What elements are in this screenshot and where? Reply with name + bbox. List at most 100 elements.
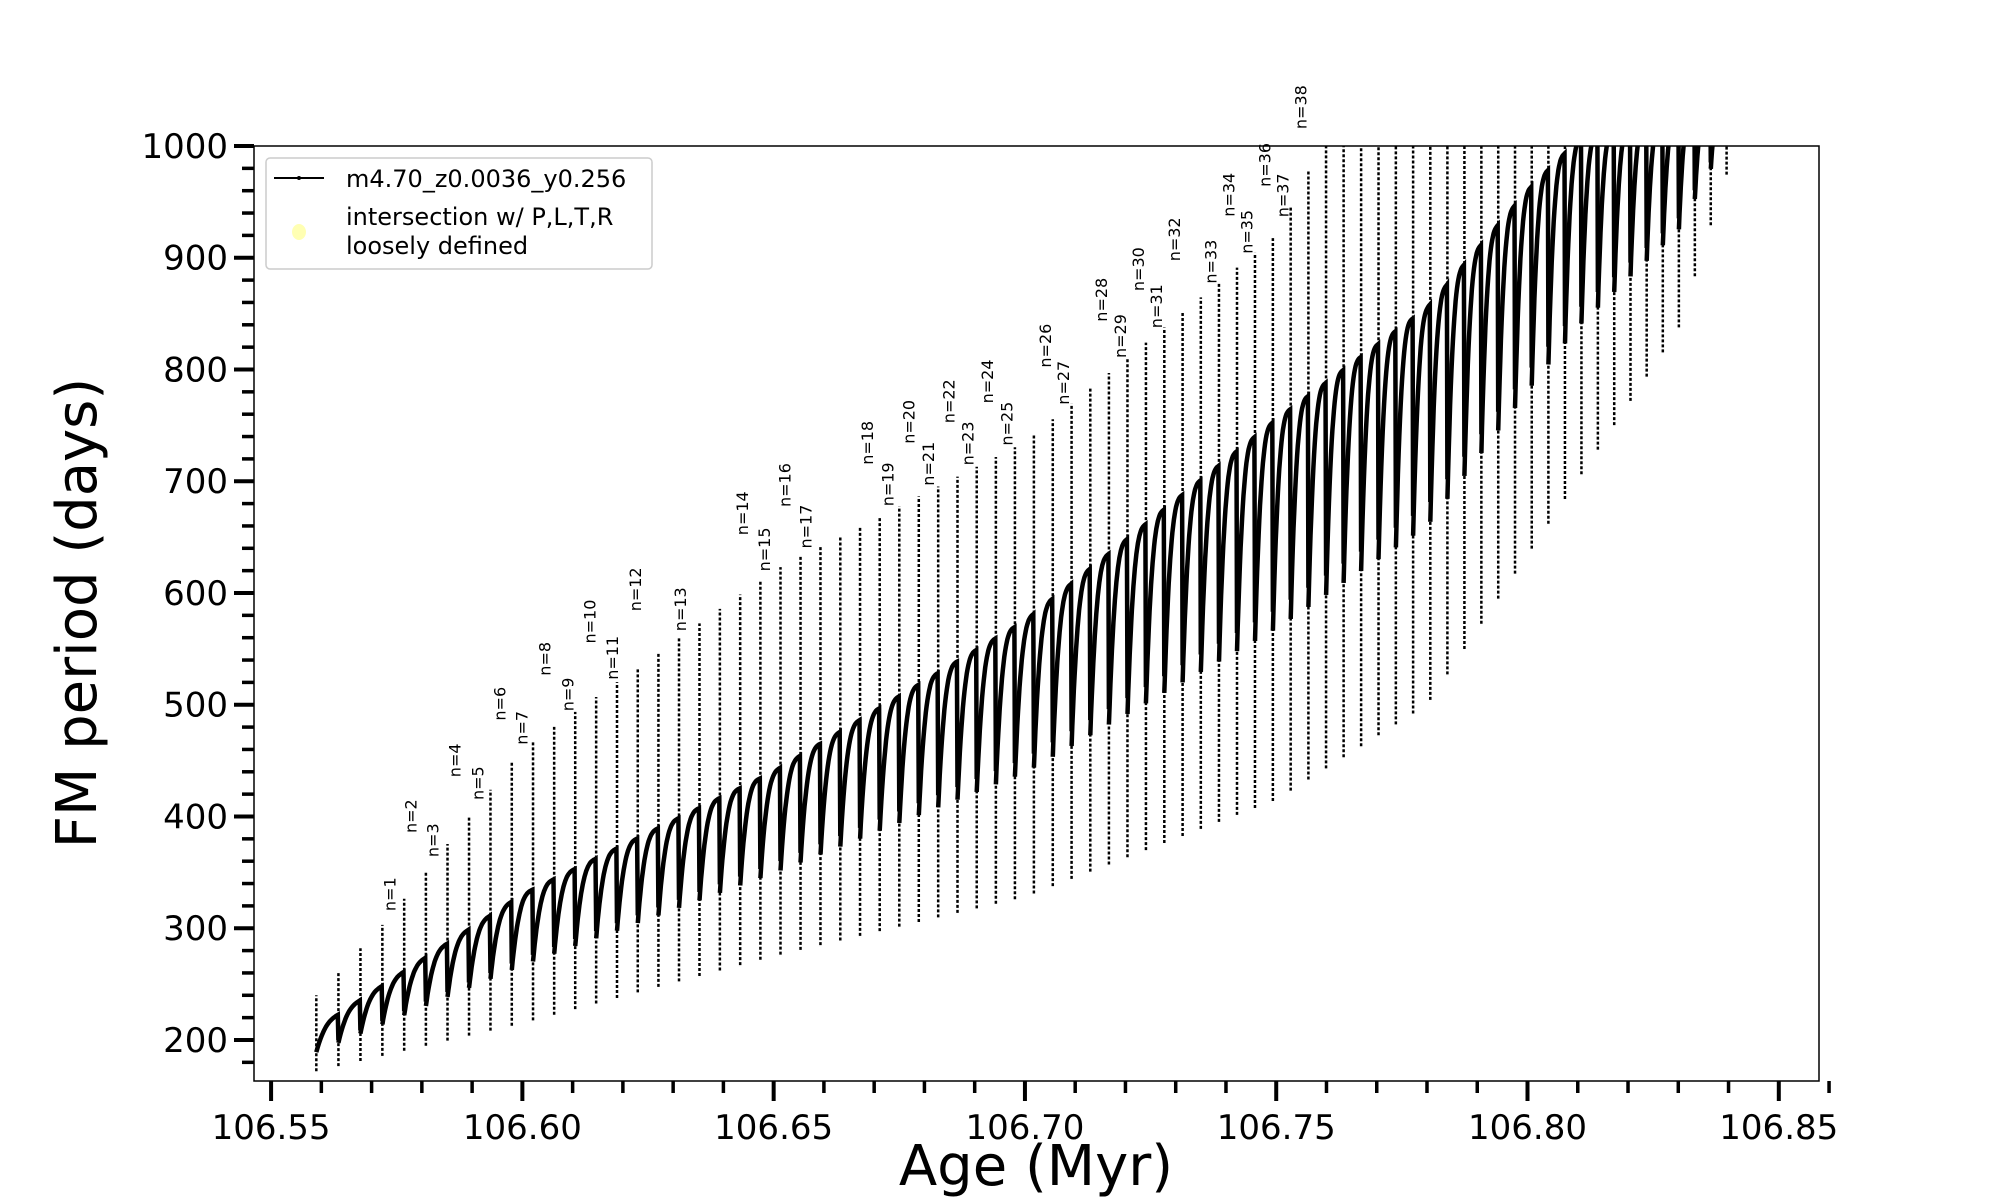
- pulse-cycle-curve: [635, 824, 661, 924]
- pulse-cycle-curve: [955, 646, 979, 800]
- pulse-cycle-curve: [1692, 146, 1714, 200]
- pulse-number-label: n=31: [1147, 284, 1166, 328]
- pulse-cycle-curve: [1595, 146, 1617, 308]
- y-axis-label: FM period (days): [45, 378, 110, 848]
- pulse-number-label: n=21: [919, 442, 938, 486]
- x-axis-label: Age (Myr): [899, 1134, 1173, 1199]
- pulse-cycle-curve: [1376, 327, 1399, 560]
- pulse-number-label: n=23: [959, 421, 978, 465]
- legend-label-intersection-2: loosely defined: [346, 232, 528, 260]
- annotation-layer: n=1 n=2n=3 n=4n=5 n=6n=7 n=8n=9 n=10n=11 n=12 n…: [381, 85, 1311, 911]
- pulse-cycle-curve: [737, 774, 763, 886]
- pulse-number-label: n=24: [978, 359, 997, 403]
- pulse-cycle-curve: [1644, 146, 1666, 261]
- pulse-cycle-curve: [1479, 219, 1501, 454]
- pulse-cycle-curve: [1727, 90, 1742, 138]
- y-tick-label: 700: [163, 462, 228, 502]
- legend: m4.70_z0.0036_y0.256 intersection w/ P,L…: [265, 157, 653, 270]
- pulse-cycle-curve: [488, 897, 515, 980]
- pulse-number-label: n=1: [381, 877, 400, 911]
- pulse-cycle-curve: [897, 680, 922, 824]
- legend-line-marker: [297, 176, 301, 180]
- pulse-cycle-curve: [1069, 564, 1093, 747]
- pulse-cycle-curve: [1445, 259, 1467, 499]
- pulse-cycle-curve: [656, 814, 682, 916]
- pulse-cycle-curve: [1323, 365, 1346, 595]
- pulse-cycle-curve: [423, 940, 450, 1007]
- pulse-cycle-curve: [838, 716, 863, 847]
- pulse-cycle-curve: [509, 886, 536, 971]
- pulse-cycle-curve: [380, 968, 407, 1025]
- pulse-cycle-curve: [1708, 146, 1715, 169]
- pulse-number-label: n=18: [858, 421, 877, 465]
- pulse-cycle-curve: [1611, 146, 1633, 293]
- pulse-cycle-curve: [1180, 476, 1204, 683]
- pulse-cycle-curve: [1676, 146, 1698, 230]
- pulse-cycle-curve: [1529, 164, 1551, 386]
- pulse-cycle-curve: [530, 875, 557, 962]
- pulse-number-label: n=16: [776, 463, 795, 507]
- axes-layer: 106.55 106.60 106.65 106.70 106.75 106.80 106.…: [141, 127, 1838, 1148]
- pulse-number-label: n=25: [997, 402, 1016, 446]
- pulse-number-label: n=7: [512, 711, 531, 745]
- legend-box: [265, 157, 653, 270]
- pulse-number-label: n=12: [626, 567, 645, 611]
- pulse-number-label: n=32: [1165, 217, 1184, 261]
- pulse-number-label: n=26: [1036, 324, 1055, 368]
- pulse-number-label: n=37: [1273, 173, 1292, 217]
- pulse-number-label: n=5: [469, 766, 488, 800]
- y-tick-label: 300: [163, 909, 228, 949]
- pulse-number-label: n=13: [671, 587, 690, 631]
- pulse-cycle-curve: [1306, 378, 1329, 607]
- pulse-cycle-curve: [401, 953, 429, 1016]
- pulse-cycle-curve: [857, 704, 882, 839]
- pulse-cycle-curve: [778, 751, 803, 871]
- pulse-cycle-curve: [1579, 146, 1601, 324]
- pulse-number-label: n=2: [401, 799, 420, 833]
- y-tick-label: 900: [163, 239, 228, 279]
- pulse-cycle-curve: [1125, 520, 1149, 715]
- y-tick-label: 200: [163, 1021, 228, 1061]
- pulse-cycle-curve: [551, 865, 578, 954]
- pulse-cycle-curve: [717, 785, 743, 894]
- pulse-cycle-curve: [1393, 314, 1416, 548]
- pulse-cycle-curve: [314, 1011, 341, 1053]
- pulse-cycle-curve: [1088, 549, 1112, 736]
- pulse-number-label: n=27: [1054, 361, 1073, 405]
- pulse-cycle-curve: [1012, 609, 1037, 777]
- x-tick-label: 106.80: [1468, 1108, 1587, 1148]
- pulse-number-label: n=29: [1111, 314, 1130, 358]
- y-tick-label: 500: [163, 686, 228, 726]
- pulse-cycle-curve: [614, 834, 641, 931]
- pulse-number-label: n=30: [1129, 247, 1148, 291]
- pulse-cycle-curve: [1628, 146, 1649, 277]
- pulse-cycle-curve: [1546, 148, 1568, 365]
- x-tick-label: 106.75: [1217, 1108, 1336, 1148]
- pulse-cycle-curve: [697, 794, 723, 901]
- pulse-number-label: n=17: [796, 505, 815, 549]
- pulse-cycle-curve: [1341, 352, 1364, 583]
- y-tick-label: 1000: [141, 127, 228, 167]
- pulse-number-label: n=10: [581, 600, 600, 644]
- pulse-cycle-curve: [1428, 278, 1450, 522]
- pulse-number-label: n=19: [879, 462, 898, 506]
- pulse-number-label: n=6: [490, 687, 509, 721]
- x-tick-label: 106.85: [1719, 1108, 1838, 1148]
- pulse-cycle-curve: [1162, 490, 1185, 693]
- pulse-cycle-curve: [1410, 298, 1433, 536]
- pulse-cycle-curve: [1270, 405, 1293, 631]
- pulse-cycle-curve: [593, 845, 620, 939]
- pulse-cycle-curve: [445, 925, 472, 998]
- x-tick-label: 106.65: [714, 1108, 833, 1148]
- y-tick-label: 800: [163, 350, 228, 390]
- pulse-number-label: n=33: [1201, 240, 1220, 284]
- pulse-number-label: n=15: [755, 527, 774, 571]
- pulse-cycle-curve: [358, 982, 385, 1035]
- pulse-number-label: n=35: [1238, 210, 1257, 254]
- pulse-cycle-curve: [1562, 146, 1584, 344]
- pulse-cycle-curve: [1234, 432, 1258, 652]
- x-tick-label: 106.70: [965, 1108, 1084, 1148]
- x-tick-label: 106.60: [463, 1108, 582, 1148]
- pulse-cycle-curve: [877, 692, 902, 831]
